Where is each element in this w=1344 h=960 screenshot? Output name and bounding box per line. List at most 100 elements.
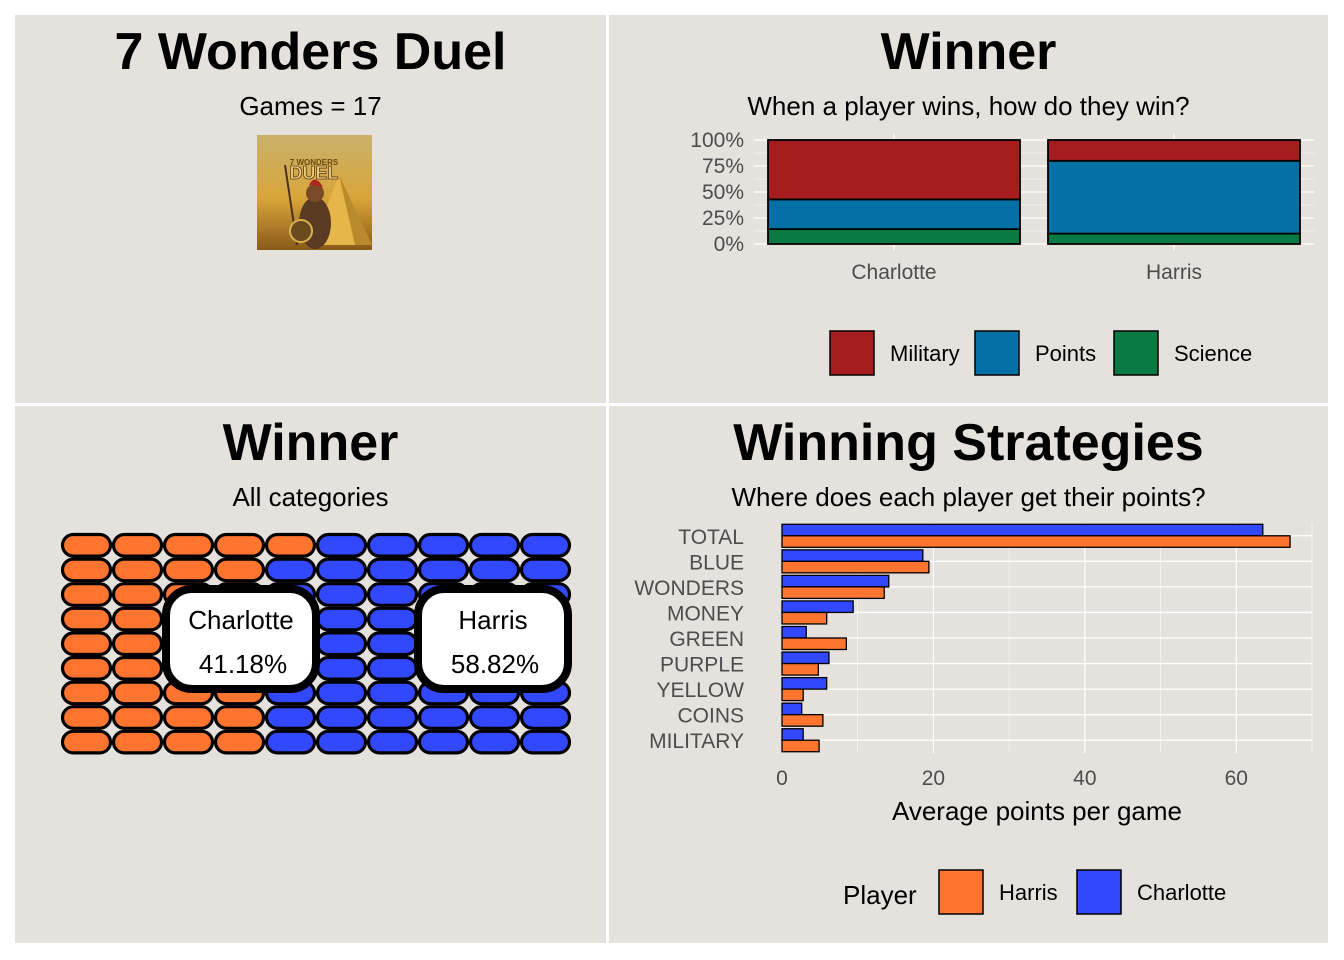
legend-label-points: Points	[1035, 341, 1096, 366]
waffle-cell-harris	[366, 729, 419, 755]
bar-charlotte-purple	[781, 651, 830, 665]
waffle-cell-charlotte	[60, 582, 113, 607]
waffle-cell-harris	[468, 705, 521, 730]
waffle-cell-harris	[366, 557, 419, 583]
waffle-cell-charlotte	[162, 557, 215, 583]
waffle-cell-charlotte	[111, 606, 164, 632]
legend-title: Player	[843, 880, 917, 910]
winner-type-panel: Winner When a player wins, how do they w…	[609, 15, 1328, 403]
waffle-panel: Winner All categories Charlotte 41.18% Har…	[15, 406, 606, 943]
x-axis-label: Average points per game	[892, 796, 1182, 826]
bar-charlotte-blue	[781, 549, 924, 562]
waffle-cell-harris	[315, 655, 368, 681]
art-duel-text: DUEL	[290, 163, 339, 183]
bar-harris-blue	[781, 560, 930, 574]
x-tick-label: 40	[1073, 767, 1096, 790]
waffle-cell-harris	[264, 557, 317, 583]
waffle-cell-charlotte	[162, 532, 215, 558]
waffle-cell-harris	[519, 557, 572, 583]
bar-points-harris	[1047, 159, 1301, 235]
bar-charlotte-total	[781, 523, 1264, 537]
bar-charlotte-military	[781, 728, 804, 741]
y-tick-label: BLUE	[689, 551, 744, 574]
waffle-cell-harris	[315, 705, 368, 730]
waffle-cell-charlotte	[111, 680, 164, 706]
waffle-cell-charlotte	[60, 557, 113, 583]
waffle-cell-harris	[417, 557, 470, 583]
waffle-cell-charlotte	[213, 557, 266, 583]
waffle-cell-charlotte	[213, 532, 266, 558]
bar-harris-coins	[781, 714, 824, 727]
bar-charlotte-coins	[781, 702, 803, 716]
bar-harris-military	[781, 739, 820, 753]
waffle-cell-harris	[519, 729, 572, 755]
y-tick-label: WONDERS	[634, 577, 744, 600]
chart-subtitle: Where does each player get their points?	[731, 482, 1206, 512]
waffle-cell-charlotte	[60, 606, 113, 632]
waffle-chart: Charlotte 41.18% Harris 58.82%	[60, 532, 572, 755]
art-logo-text: 7 WONDERS	[290, 158, 339, 167]
label-box-harris	[414, 585, 572, 693]
bar-harris-purple	[781, 662, 819, 676]
y-tick-label: 0%	[714, 233, 744, 256]
bar-points-charlotte	[767, 198, 1021, 231]
waffle-cell-harris	[366, 532, 419, 558]
waffle-cell-harris	[366, 606, 419, 632]
bar-military-charlotte	[767, 139, 1021, 201]
waffle-cell-charlotte	[60, 705, 113, 730]
label-name-charlotte: Charlotte	[188, 605, 294, 635]
waffle-cell-charlotte	[264, 532, 317, 558]
y-tick-label: 100%	[690, 129, 744, 152]
y-tick-label: 75%	[702, 155, 744, 178]
waffle-cell-harris	[417, 532, 470, 558]
game-box-art: 7 WONDERS DUEL	[257, 135, 372, 250]
y-tick-label: MILITARY	[649, 730, 744, 753]
waffle-cell-harris	[468, 532, 521, 558]
legend-key-points	[974, 330, 1020, 376]
y-tick-label: 50%	[702, 181, 744, 204]
y-tick-label: TOTAL	[678, 526, 744, 549]
waffle-cell-harris	[366, 582, 419, 607]
legend-key-military	[829, 330, 875, 376]
legend-key-charlotte	[1076, 869, 1122, 915]
bar-charlotte-green	[781, 625, 807, 639]
y-tick-label: MONEY	[667, 602, 744, 625]
waffle-cell-harris	[366, 655, 419, 681]
x-tick-label: 60	[1225, 767, 1248, 790]
waffle-cell-charlotte	[60, 655, 113, 681]
chart-title: Winner	[880, 23, 1057, 81]
x-tick-label: 0	[776, 767, 788, 790]
y-tick-label: 25%	[702, 207, 744, 230]
waffle-cell-harris	[315, 680, 368, 706]
waffle-cell-harris	[366, 631, 419, 657]
games-count: Games = 17	[239, 91, 382, 121]
chart-subtitle: All categories	[232, 482, 389, 512]
waffle-cell-harris	[315, 729, 368, 755]
bar-harris-wonders	[781, 586, 885, 600]
legend-key-science	[1113, 330, 1159, 376]
waffle-cell-harris	[315, 631, 368, 657]
waffle-cell-charlotte	[162, 729, 215, 755]
waffle-cell-harris	[519, 705, 572, 730]
chart-title: Winner	[222, 414, 399, 472]
bar-harris-green	[781, 637, 848, 651]
x-tick-label: 20	[922, 767, 945, 790]
waffle-cell-charlotte	[111, 729, 164, 755]
bar-harris-yellow	[781, 688, 804, 702]
legend-key-harris	[938, 869, 984, 915]
waffle-cell-charlotte	[162, 705, 215, 730]
label-box-charlotte	[162, 585, 320, 693]
bar-science-harris	[1047, 232, 1301, 245]
chart-title: Winning Strategies	[733, 414, 1204, 472]
bar-science-charlotte	[767, 228, 1021, 245]
y-tick-label: PURPLE	[660, 654, 744, 677]
waffle-cell-harris	[315, 557, 368, 583]
x-tick-label: Charlotte	[851, 261, 936, 284]
legend-label-charlotte: Charlotte	[1137, 880, 1226, 905]
bar-military-harris	[1047, 139, 1301, 162]
waffle-cell-charlotte	[60, 729, 113, 755]
waffle-cell-harris	[315, 606, 368, 632]
waffle-cell-harris	[519, 532, 572, 558]
bar-harris-total	[781, 535, 1291, 548]
waffle-cell-harris	[417, 705, 470, 730]
